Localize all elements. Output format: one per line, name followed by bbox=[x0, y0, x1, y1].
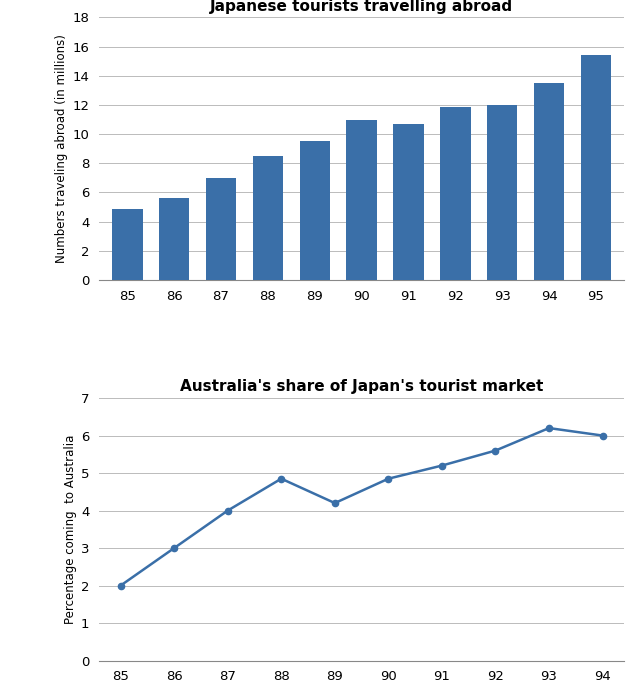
Y-axis label: Numbers traveling abroad (in millions): Numbers traveling abroad (in millions) bbox=[55, 34, 68, 263]
Bar bbox=[440, 107, 470, 280]
Bar bbox=[159, 199, 189, 280]
Bar bbox=[253, 156, 283, 280]
Title: Australia's share of Japan's tourist market: Australia's share of Japan's tourist mar… bbox=[180, 379, 543, 394]
Title: Japanese tourists travelling abroad: Japanese tourists travelling abroad bbox=[210, 0, 513, 13]
Bar bbox=[487, 105, 517, 280]
Bar bbox=[393, 124, 424, 280]
Bar bbox=[346, 120, 377, 280]
Bar bbox=[112, 208, 143, 280]
Bar bbox=[534, 83, 564, 280]
Bar bbox=[580, 55, 611, 280]
Bar bbox=[206, 178, 236, 280]
Bar bbox=[300, 141, 330, 280]
Y-axis label: Percentage coming  to Australia: Percentage coming to Australia bbox=[64, 435, 77, 624]
